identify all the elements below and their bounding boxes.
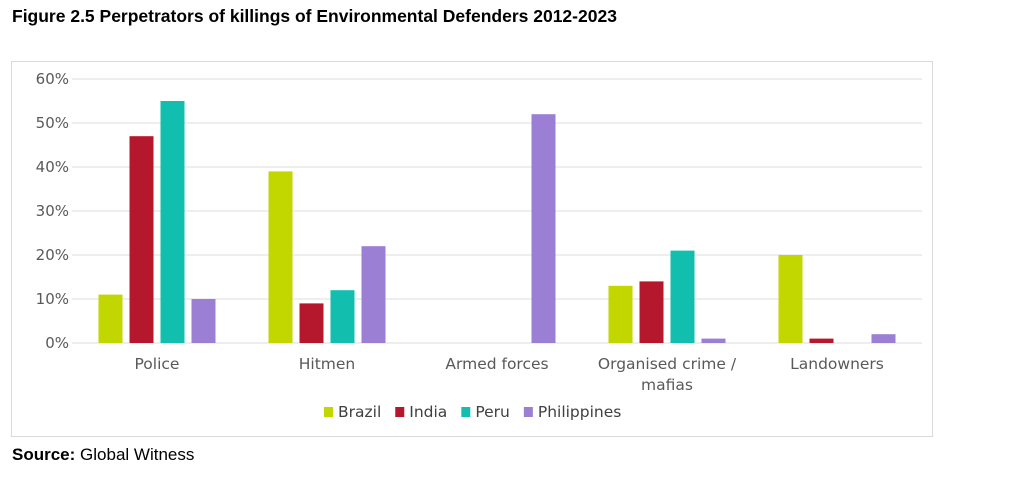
y-tick-label: 60% <box>36 70 69 88</box>
bar <box>299 303 324 343</box>
bar <box>809 338 834 343</box>
bar <box>191 299 216 343</box>
bar <box>871 334 896 343</box>
x-tick-label: Hitmen <box>299 355 356 373</box>
bar <box>268 171 293 343</box>
source-text: Global Witness <box>80 445 195 464</box>
legend-swatch <box>461 407 471 417</box>
legend-label: Philippines <box>538 403 622 421</box>
figure-title: Figure 2.5 Perpetrators of killings of E… <box>12 6 617 26</box>
y-tick-label: 10% <box>36 290 69 308</box>
legend-swatch <box>523 407 533 417</box>
source-note: Source: Global Witness <box>12 445 194 465</box>
bar <box>608 285 633 343</box>
bar <box>701 338 726 343</box>
y-tick-label: 0% <box>45 334 69 352</box>
x-tick-label: Organised crime / <box>598 355 737 373</box>
bar-chart: 0% 10% 20% 30% 40% 50% 60% Police Hitmen Armed fo… <box>36 70 922 421</box>
source-label: Source: <box>12 445 76 464</box>
bar <box>160 101 185 343</box>
bar <box>778 255 803 343</box>
y-tick-label: 40% <box>36 158 69 176</box>
bar <box>330 290 355 343</box>
legend-label: India <box>409 403 447 421</box>
bar <box>129 136 154 343</box>
bar <box>361 246 386 343</box>
y-tick-label: 20% <box>36 246 69 264</box>
x-tick-label: Armed forces <box>445 355 548 373</box>
y-tick-label: 50% <box>36 114 69 132</box>
legend-swatch <box>324 407 333 417</box>
legend-label: Peru <box>475 403 510 421</box>
x-tick-label: mafias <box>641 376 693 394</box>
x-tick-label: Landowners <box>790 355 884 373</box>
bar <box>98 294 123 343</box>
chart-frame: 0% 10% 20% 30% 40% 50% 60% Police Hitmen Armed fo… <box>11 61 933 437</box>
bar <box>670 250 695 343</box>
legend-swatch <box>395 407 405 417</box>
legend-label: Brazil <box>338 403 381 421</box>
bar <box>531 114 556 343</box>
x-tick-label: Police <box>135 355 180 373</box>
y-tick-label: 30% <box>36 202 69 220</box>
bar <box>639 281 664 343</box>
